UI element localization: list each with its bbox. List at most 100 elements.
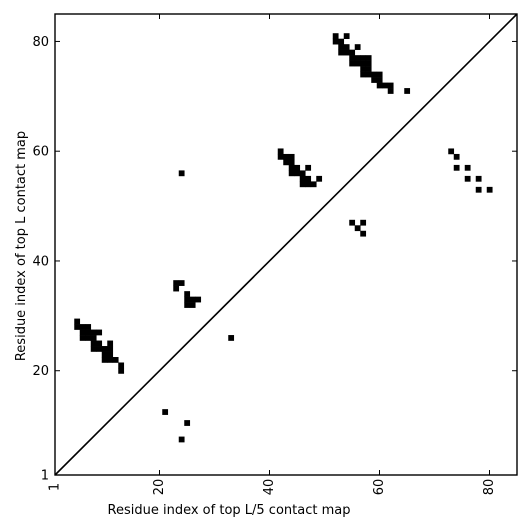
contact-cell [283,159,290,166]
contact-cell [305,175,312,182]
contact-cell [294,170,301,177]
contact-cell [360,230,367,237]
axis-ticks: 1 20 40 60 80 1 20 40 60 80 [32,14,517,495]
contact-cell [448,148,455,155]
contact-cell [288,164,295,171]
y-tick-label: 80 [32,35,49,50]
contact-cell [107,351,114,358]
contact-cell [96,329,103,336]
y-tick-label: 40 [32,254,49,269]
contact-cell [85,324,92,330]
contact-cell [96,340,103,347]
contact-cell [376,82,383,89]
contact-cell [371,71,378,78]
contact-cell [107,340,114,347]
x-tick-label: 60 [372,479,387,496]
contact-cell [184,302,191,308]
contact-cell [365,71,372,78]
contact-cell [376,71,383,78]
x-tick-label: 1 [48,483,63,491]
contact-cell [96,346,103,352]
contact-cell [101,351,108,358]
contact-cells [74,33,493,443]
contact-cell [360,60,367,67]
contact-cell [310,181,317,188]
contact-cell [85,329,92,336]
contact-cell [343,33,350,39]
contact-cell [189,302,196,308]
contact-cell [184,420,191,426]
contact-cell [349,219,356,226]
contact-cell [288,170,295,177]
contact-cell [107,357,114,363]
contact-cell [90,340,97,347]
contact-cell [118,362,125,369]
x-tick-label: 40 [262,479,277,496]
contact-cell [228,335,235,341]
y-tick-label: 20 [32,364,49,379]
contact-cell [184,296,191,303]
contact-cell [453,164,460,171]
contact-cell [101,346,108,352]
contact-cell [173,280,180,286]
contact-cell [387,88,394,94]
contact-cell [288,153,295,160]
contact-cell [349,49,356,56]
contact-cell [354,44,361,50]
contact-cell [79,329,86,336]
contact-cell [178,280,185,286]
contact-cell [74,324,81,330]
contact-cell [387,82,394,89]
contact-cell [365,66,372,72]
contact-cell [338,49,345,56]
contact-cell [305,181,312,188]
contact-cell [475,186,482,193]
contact-cell [382,82,389,89]
y-tick-label: 60 [32,145,49,160]
contact-cell [365,55,372,61]
contact-cell [338,38,345,45]
contact-cell [162,409,169,415]
contact-cell [178,170,185,177]
contact-cell [486,186,493,193]
contact-cell [283,153,290,160]
contact-cell [332,38,339,45]
contact-cell [101,357,108,363]
contact-cell [277,153,284,160]
contact-cell [294,164,301,171]
contact-cell [360,71,367,78]
contact-cell [90,335,97,341]
contact-cell [178,436,185,443]
contact-cell [173,285,180,292]
contact-cell [360,66,367,72]
contact-cell [338,44,345,50]
contact-cell [354,55,361,61]
x-axis-label: Residue index of top L/5 contact map [108,503,351,518]
y-axis-label: Residue index of top L contact map [14,131,29,361]
contact-cell [349,60,356,67]
contact-cell [277,148,284,155]
contact-cell [376,77,383,83]
contact-cell [453,153,460,160]
contact-cell [299,181,306,188]
contact-cell [112,357,119,363]
contact-cell [288,159,295,166]
contact-cell [189,296,196,303]
diagonal-line [54,13,518,476]
contact-cell [74,318,81,325]
contact-cell [299,170,306,177]
contact-cell [118,367,125,374]
contact-cell [107,346,114,352]
contact-cell [299,175,306,182]
contact-cell [365,60,372,67]
contact-cell [404,88,411,94]
x-tick-label: 80 [482,479,497,496]
plot-frame [54,13,518,476]
contact-cell [354,60,361,67]
contact-cell [184,291,191,297]
contact-cell [195,296,202,303]
contact-cell [316,175,323,182]
contact-cell [475,175,482,182]
contact-cell [464,164,471,171]
